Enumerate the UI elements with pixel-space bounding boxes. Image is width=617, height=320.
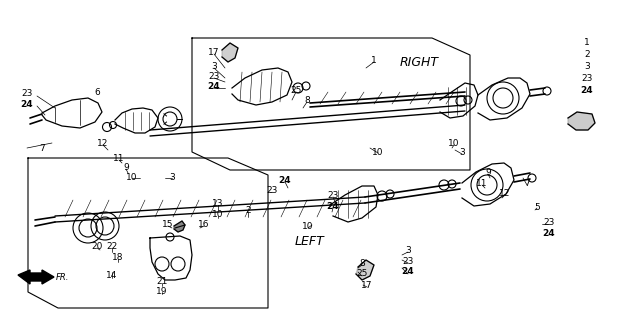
Text: 24: 24	[581, 85, 594, 94]
Text: 22: 22	[106, 242, 118, 251]
Text: 12: 12	[499, 188, 511, 197]
Polygon shape	[568, 112, 595, 130]
Polygon shape	[174, 221, 185, 232]
Text: 17: 17	[209, 47, 220, 57]
Text: 23: 23	[22, 89, 33, 98]
Text: 8: 8	[359, 259, 365, 268]
Polygon shape	[222, 43, 238, 62]
Text: 15: 15	[162, 220, 174, 228]
Text: 3: 3	[211, 61, 217, 70]
Text: 24: 24	[21, 100, 33, 108]
Text: 11: 11	[114, 154, 125, 163]
Text: 14: 14	[106, 271, 118, 281]
Text: RIGHT: RIGHT	[399, 55, 439, 68]
Text: 10: 10	[302, 221, 314, 230]
Text: 24: 24	[402, 268, 414, 276]
Text: 24: 24	[326, 202, 339, 211]
Text: 24: 24	[208, 82, 220, 91]
Text: 3: 3	[405, 245, 411, 254]
Text: 8: 8	[304, 95, 310, 105]
Text: 16: 16	[198, 220, 210, 228]
Polygon shape	[18, 270, 54, 284]
Text: 23: 23	[544, 218, 555, 227]
Text: 7: 7	[39, 143, 45, 153]
Text: 19: 19	[156, 287, 168, 297]
Text: 12: 12	[97, 139, 109, 148]
Text: 3: 3	[584, 61, 590, 70]
Text: 25: 25	[291, 85, 302, 94]
Text: 23: 23	[267, 186, 278, 195]
Text: 24: 24	[543, 228, 555, 237]
Text: 9: 9	[485, 167, 491, 177]
Text: 11: 11	[476, 179, 488, 188]
Text: 10: 10	[212, 210, 224, 219]
Text: 5: 5	[534, 203, 540, 212]
Text: LEFT: LEFT	[295, 235, 325, 247]
Text: 1: 1	[371, 55, 377, 65]
Text: 1: 1	[584, 37, 590, 46]
Text: 10: 10	[126, 172, 138, 181]
Text: 10: 10	[448, 139, 460, 148]
Text: 21: 21	[156, 276, 168, 285]
Text: 23: 23	[402, 257, 413, 266]
Text: 2: 2	[245, 205, 251, 214]
Text: 7: 7	[524, 179, 530, 188]
Text: 23: 23	[209, 71, 220, 81]
Text: 23: 23	[581, 74, 593, 83]
Text: 18: 18	[112, 252, 124, 261]
Text: 23: 23	[327, 190, 339, 199]
Text: 3: 3	[459, 148, 465, 156]
Text: 13: 13	[212, 198, 224, 207]
Text: 9: 9	[123, 163, 129, 172]
Text: 25: 25	[356, 269, 368, 278]
Text: 17: 17	[361, 281, 373, 290]
Text: FR.: FR.	[56, 274, 69, 283]
Text: 20: 20	[91, 242, 102, 251]
Text: 2: 2	[584, 50, 590, 59]
Text: 10: 10	[372, 148, 384, 156]
Text: 3: 3	[169, 172, 175, 181]
Polygon shape	[356, 260, 374, 280]
Text: 24: 24	[279, 175, 291, 185]
Text: 6: 6	[94, 87, 100, 97]
